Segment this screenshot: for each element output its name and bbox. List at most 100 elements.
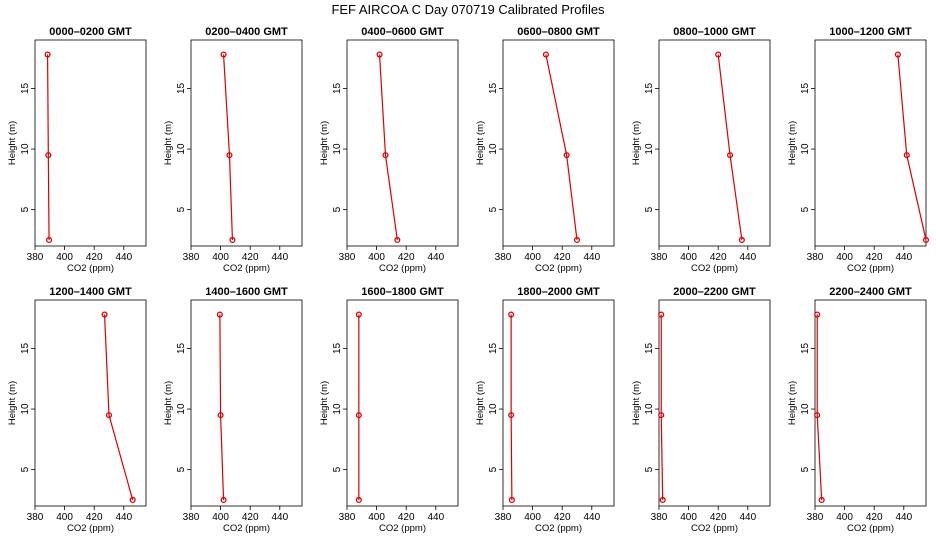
- x-tick-label: 420: [710, 512, 727, 523]
- profile-point: [658, 412, 665, 419]
- y-tick-label: 5: [644, 206, 655, 212]
- x-tick-label: 440: [583, 512, 600, 523]
- profile-point: [217, 412, 224, 419]
- profile-line: [103, 314, 134, 501]
- y-tick-label: 10: [176, 143, 187, 155]
- x-tick-label: 420: [710, 252, 727, 263]
- y-axis-label: Height (m): [163, 381, 174, 425]
- y-tick-label: 10: [488, 403, 499, 415]
- x-axis-label: CO2 (ppm): [223, 523, 270, 534]
- y-axis-label: Height (m): [319, 121, 330, 165]
- y-tick-label: 15: [176, 82, 187, 94]
- profile-point: [818, 496, 825, 503]
- panel-grid: 0000–0200 GMT 380 400 420 440 5 10 15 CO2 (ppm) H…: [7, 26, 930, 534]
- plot-frame: [658, 39, 771, 247]
- x-tick-label: 400: [368, 252, 385, 263]
- x-tick-label: 400: [836, 512, 853, 523]
- y-tick-label: 5: [20, 206, 31, 212]
- profile-line: [510, 314, 513, 500]
- plot-frame: [346, 299, 459, 507]
- y-tick-label: 5: [800, 466, 811, 472]
- profile-point: [220, 51, 227, 58]
- y-tick-label: 5: [488, 466, 499, 472]
- y-axis-label: Height (m): [475, 381, 486, 425]
- profile-point: [394, 236, 401, 243]
- profile-point: [355, 311, 362, 318]
- profile-point: [563, 152, 570, 159]
- x-tick-label: 420: [866, 512, 883, 523]
- y-tick-label: 15: [332, 82, 343, 94]
- x-tick-label: 380: [651, 252, 668, 263]
- panel-title: 0000–0200 GMT: [49, 26, 132, 38]
- x-tick-label: 380: [807, 252, 824, 263]
- profile-point: [382, 152, 389, 159]
- y-tick-label: 10: [176, 403, 187, 415]
- x-tick-label: 380: [651, 512, 668, 523]
- y-tick-label: 15: [20, 82, 31, 94]
- profile-line: [897, 54, 927, 241]
- profile-point: [355, 412, 362, 419]
- x-tick-label: 380: [27, 252, 44, 263]
- x-tick-label: 380: [339, 512, 356, 523]
- profile-point: [376, 51, 383, 58]
- profile-point: [45, 152, 52, 159]
- profile-panel: 2000–2200 GMT 380 400 420 440 5 10 15 CO2 (ppm) H…: [631, 286, 771, 534]
- x-tick-label: 420: [554, 252, 571, 263]
- x-tick-label: 440: [583, 252, 600, 263]
- plot-frame: [658, 299, 771, 507]
- profile-point: [726, 152, 734, 159]
- x-tick-label: 400: [56, 512, 73, 523]
- y-axis-label: Height (m): [631, 381, 642, 425]
- profile-line: [717, 54, 743, 241]
- y-tick-label: 5: [176, 466, 187, 472]
- y-tick-label: 15: [644, 342, 655, 354]
- profile-panel: 2200–2400 GMT 380 400 420 440 5 10 15 CO2 (ppm) H…: [787, 286, 927, 534]
- figure-title: FEF AIRCOA C Day 070719 Calibrated Profi…: [331, 2, 605, 17]
- x-tick-label: 420: [554, 512, 571, 523]
- profile-point: [508, 496, 515, 503]
- x-tick-label: 420: [86, 252, 103, 263]
- x-tick-label: 420: [242, 512, 259, 523]
- profile-panel: 0600–0800 GMT 380 400 420 440 5 10 15 CO2 (ppm) H…: [475, 26, 615, 274]
- y-tick-label: 15: [488, 342, 499, 354]
- y-tick-label: 15: [800, 342, 811, 354]
- profile-line: [660, 314, 664, 500]
- y-tick-label: 5: [332, 466, 343, 472]
- y-tick-label: 10: [488, 143, 499, 155]
- profile-point: [658, 311, 665, 318]
- x-tick-label: 440: [895, 512, 912, 523]
- x-tick-label: 380: [807, 512, 824, 523]
- y-axis-label: Height (m): [7, 381, 18, 425]
- profile-point: [46, 236, 53, 243]
- plot-frame: [190, 299, 303, 507]
- plot-frame: [346, 39, 459, 247]
- y-tick-label: 5: [488, 206, 499, 212]
- x-tick-label: 400: [836, 252, 853, 263]
- y-axis-label: Height (m): [475, 121, 486, 165]
- profile-point: [105, 412, 113, 419]
- plot-frame: [502, 39, 615, 247]
- x-axis-label: CO2 (ppm): [67, 523, 114, 534]
- profile-point: [508, 311, 515, 318]
- y-tick-label: 15: [800, 82, 811, 94]
- x-tick-label: 380: [495, 512, 512, 523]
- x-axis-label: CO2 (ppm): [691, 523, 738, 534]
- x-tick-label: 420: [242, 252, 259, 263]
- panel-title: 1000–1200 GMT: [829, 26, 912, 38]
- profile-point: [738, 236, 745, 243]
- x-axis-label: CO2 (ppm): [691, 263, 738, 274]
- x-tick-label: 440: [115, 252, 132, 263]
- profile-point: [903, 152, 910, 159]
- profile-point: [220, 496, 227, 503]
- profile-line: [46, 54, 50, 240]
- y-tick-label: 5: [332, 206, 343, 212]
- profile-line: [378, 54, 398, 241]
- y-tick-label: 15: [20, 342, 31, 354]
- panel-title: 0800–1000 GMT: [673, 26, 756, 38]
- x-axis-label: CO2 (ppm): [223, 263, 270, 274]
- y-axis-label: Height (m): [787, 381, 798, 425]
- profile-panel: 1400–1600 GMT 380 400 420 440 5 10 15 CO2 (ppm) H…: [163, 286, 303, 534]
- x-tick-label: 400: [680, 512, 697, 523]
- x-tick-label: 380: [27, 512, 44, 523]
